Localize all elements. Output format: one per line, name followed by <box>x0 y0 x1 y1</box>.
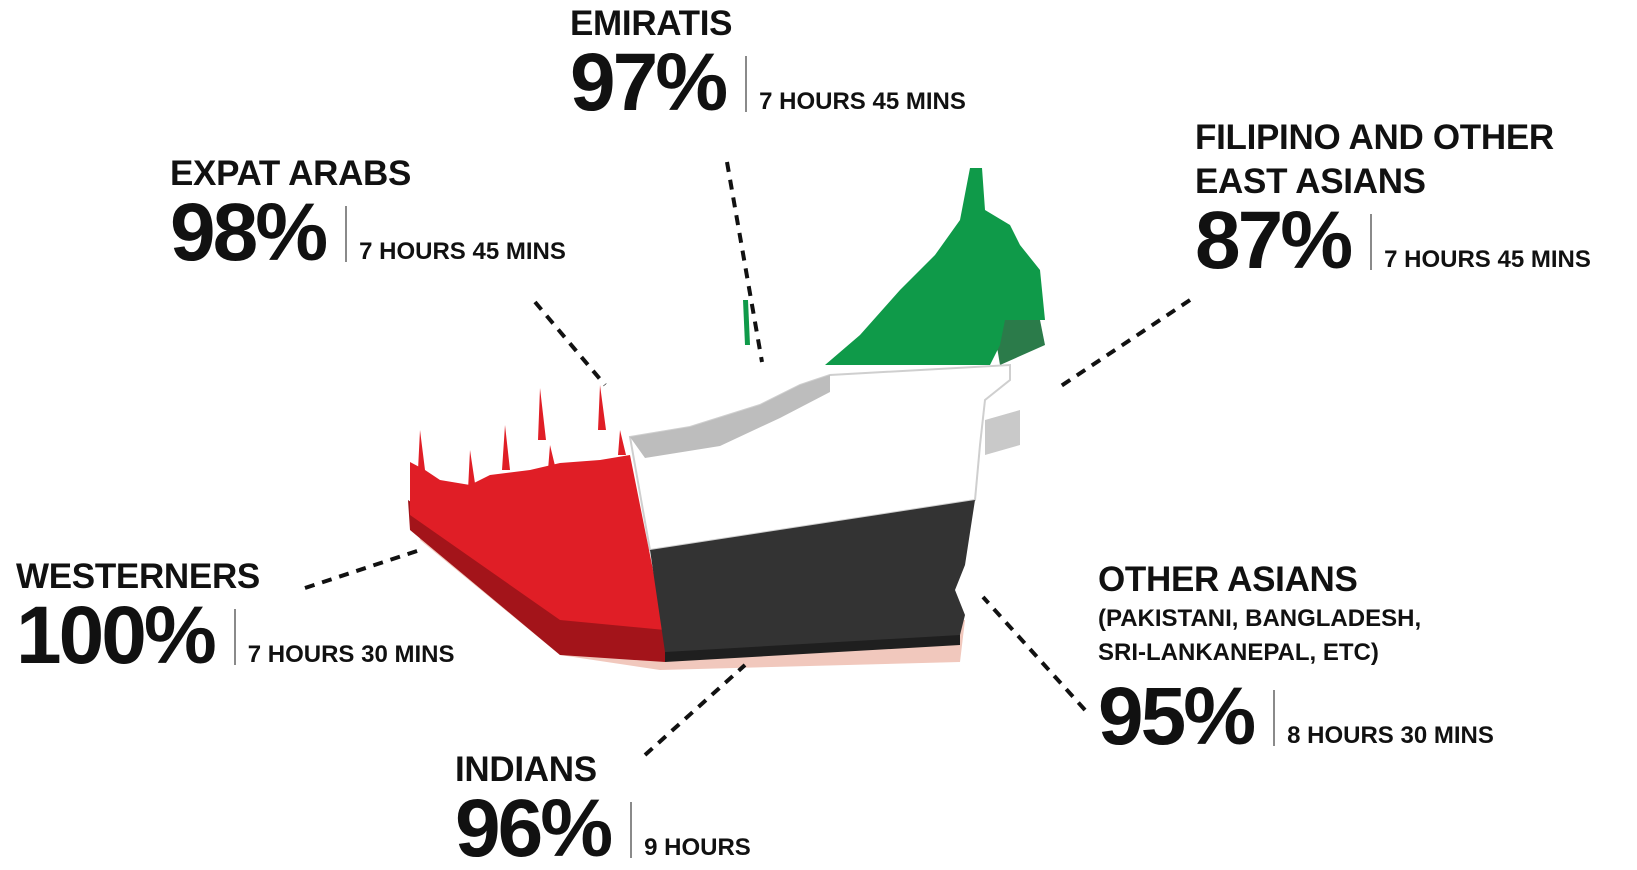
group-indians: INDIANS 96% 9 HOURS <box>455 748 751 870</box>
stat-row: 97% 7 HOURS 45 MINS <box>570 37 966 128</box>
flag-green-band <box>825 168 1045 365</box>
green-islet <box>743 300 750 345</box>
leader-other-asians <box>981 595 1087 712</box>
group-emiratis: EMIRATIS 97% 7 HOURS 45 MINS <box>570 2 966 128</box>
hours-value: 8 HOURS 30 MINS <box>1287 722 1494 749</box>
percent-value: 95% <box>1098 671 1256 762</box>
stat-row: 98% 7 HOURS 45 MINS <box>170 187 566 278</box>
group-name-line1: FILIPINO AND OTHER <box>1195 118 1554 157</box>
stat-row: 87% 7 HOURS 45 MINS <box>1195 195 1591 286</box>
group-name: OTHER ASIANS <box>1098 560 1358 599</box>
leader-westerners <box>304 548 421 590</box>
hours-value: 9 HOURS <box>644 834 751 861</box>
separator-line <box>233 609 236 665</box>
percent-value: 100% <box>16 590 217 681</box>
group-name: WESTERNERS <box>16 557 260 596</box>
group-name-line2: EAST ASIANS <box>1195 162 1426 201</box>
leader-emiratis <box>725 161 764 363</box>
leader-lines <box>304 161 1192 757</box>
group-other-asians: OTHER ASIANS (PAKISTANI, BANGLADESH, SRI… <box>1098 558 1494 762</box>
group-name: INDIANS <box>455 750 597 789</box>
percent-value: 98% <box>170 187 328 278</box>
stat-row: 96% 9 HOURS <box>455 783 751 870</box>
group-note-line2: SRI-LANKANEPAL, ETC) <box>1098 639 1379 666</box>
flag-black-band <box>650 500 975 652</box>
hours-value: 7 HOURS 45 MINS <box>359 238 566 265</box>
white-band-edge <box>630 375 830 458</box>
separator-line <box>630 802 633 858</box>
separator-line <box>745 56 748 112</box>
group-filipino-east-asians: FILIPINO AND OTHER EAST ASIANS 87% 7 HOU… <box>1195 116 1591 286</box>
percent-value: 96% <box>455 783 613 870</box>
group-name: EXPAT ARABS <box>170 154 412 193</box>
white-band-edge-east <box>985 410 1020 455</box>
red-spikes <box>418 385 626 490</box>
leader-indians <box>643 663 747 757</box>
percent-value: 97% <box>570 37 728 128</box>
hours-value: 7 HOURS 45 MINS <box>1384 246 1591 273</box>
group-expat-arabs: EXPAT ARABS 98% 7 HOURS 45 MINS <box>170 152 566 278</box>
group-note-line1: (PAKISTANI, BANGLADESH, <box>1098 605 1422 632</box>
percent-value: 87% <box>1195 195 1353 286</box>
stat-row: 100% 7 HOURS 30 MINS <box>16 590 455 681</box>
group-westerners: WESTERNERS 100% 7 HOURS 30 MINS <box>16 555 455 681</box>
hours-value: 7 HOURS 45 MINS <box>759 88 966 115</box>
group-name: EMIRATIS <box>570 4 733 43</box>
leader-filipino <box>1056 298 1192 390</box>
leader-expat-arabs <box>533 300 607 387</box>
flag-red-band <box>410 455 665 630</box>
separator-line <box>1273 690 1276 746</box>
hours-value: 7 HOURS 30 MINS <box>247 641 455 668</box>
stat-row: 95% 8 HOURS 30 MINS <box>1098 671 1494 762</box>
separator-line <box>345 206 348 262</box>
separator-line <box>1370 214 1373 270</box>
